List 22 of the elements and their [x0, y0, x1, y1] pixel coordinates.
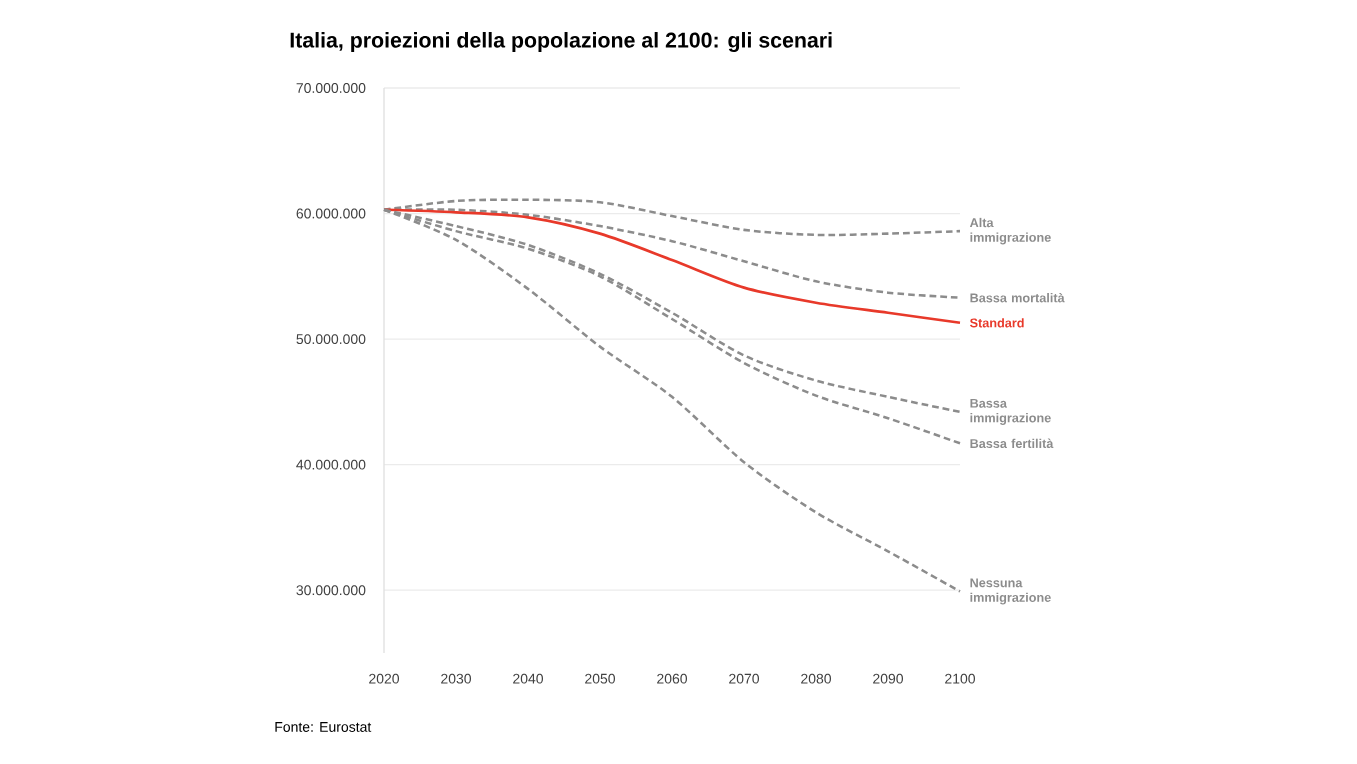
x-tick-label: 2080 — [801, 673, 832, 684]
series-label: Standard — [969, 318, 1024, 328]
x-tick-label: 2020 — [369, 673, 400, 684]
y-tick-label: 40.000.000 — [296, 459, 366, 470]
x-tick-label: 2060 — [657, 673, 688, 684]
series-label: Nessuna immigrazione — [970, 578, 1051, 605]
x-tick-label: 2030 — [441, 673, 472, 684]
x-tick-label: 2100 — [945, 673, 976, 684]
x-tick-label: 2070 — [729, 673, 760, 684]
y-tick-label: 30.000.000 — [296, 585, 366, 596]
y-tick-label: 70.000.000 — [296, 83, 366, 93]
series-label: Bassa mortalità — [970, 292, 1065, 303]
x-tick-label: 2050 — [585, 673, 616, 684]
series-label: Bassa fertilità — [970, 438, 1054, 449]
y-tick-label: 60.000.000 — [296, 208, 366, 219]
series-label: Alta immigrazione — [969, 217, 1051, 245]
x-tick-label: 2090 — [873, 673, 904, 684]
source-note: Fonte: Eurostat — [275, 722, 372, 732]
y-tick-label: 50.000.000 — [296, 334, 366, 345]
chart-title: Italia, proiezioni della popolazione al 2100: gli scenari — [290, 32, 832, 52]
series-label: Bassa immigrazione — [970, 398, 1051, 425]
x-tick-label: 2040 — [513, 673, 544, 684]
